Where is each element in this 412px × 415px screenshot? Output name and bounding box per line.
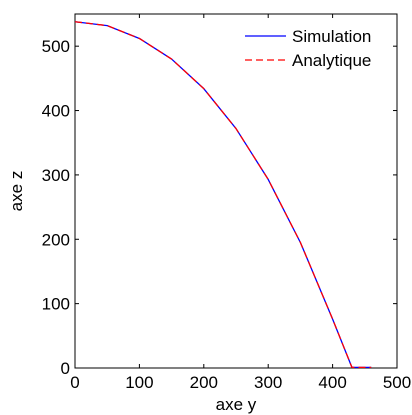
x-tick-label: 500 xyxy=(383,373,411,392)
x-tick-label: 300 xyxy=(254,373,282,392)
x-axis-label: axe y xyxy=(216,395,257,414)
plot-area xyxy=(74,13,398,369)
y-tick-label: 100 xyxy=(42,295,70,314)
y-tick-label: 0 xyxy=(61,359,70,378)
x-tick-label: 200 xyxy=(190,373,218,392)
y-tick-label: 200 xyxy=(42,230,70,249)
x-tick-label: 100 xyxy=(125,373,153,392)
x-tick-label: 0 xyxy=(70,373,79,392)
legend-label-analytique: Analytique xyxy=(292,51,371,70)
legend: Simulation Analytique xyxy=(245,27,371,70)
y-tick-label: 400 xyxy=(42,102,70,121)
series-layer xyxy=(74,21,372,369)
y-tick-label: 300 xyxy=(42,166,70,185)
legend-label-simulation: Simulation xyxy=(292,27,371,46)
y-tick-label: 500 xyxy=(42,37,70,56)
series-line-analytique xyxy=(74,21,372,369)
y-axis-label: axe z xyxy=(7,171,26,212)
ticks-layer: 0 100 200 300 400 500 0 100 200 300 400 500 xyxy=(42,14,411,392)
x-tick-label: 400 xyxy=(318,373,346,392)
